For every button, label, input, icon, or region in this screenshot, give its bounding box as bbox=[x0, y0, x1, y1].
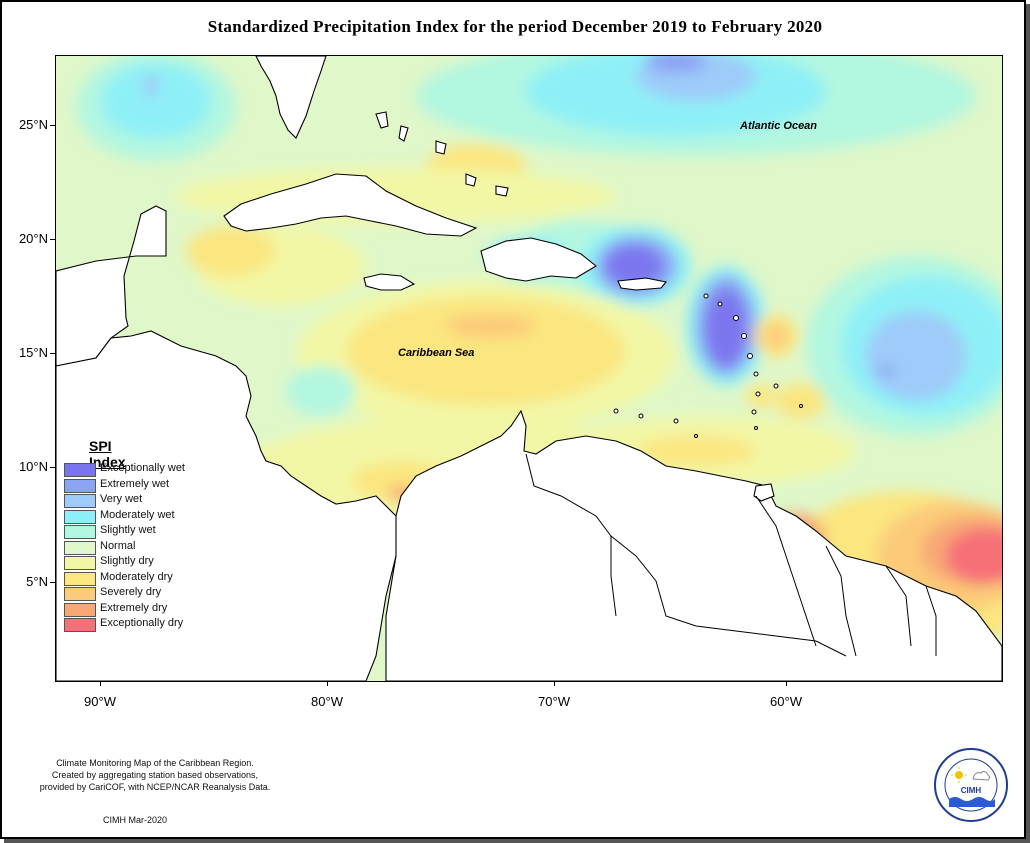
legend-swatch bbox=[64, 509, 96, 524]
legend-label: Extremely wet bbox=[100, 477, 170, 490]
legend-label: Exceptionally dry bbox=[100, 617, 184, 629]
legend-label: Moderately wet bbox=[100, 508, 175, 521]
lat-tickmark bbox=[50, 467, 55, 468]
legend-label: Exceptionally wet bbox=[100, 462, 185, 474]
logo-text: CIMH bbox=[961, 786, 982, 795]
lat-tick-25n: 25°N bbox=[18, 117, 48, 132]
legend-swatch bbox=[64, 556, 96, 570]
lat-tickmark bbox=[50, 239, 55, 240]
legend-label: Slightly dry bbox=[100, 555, 154, 567]
legend-title: SPI Index bbox=[89, 438, 126, 470]
legend-swatch bbox=[64, 478, 96, 493]
lon-tickmark bbox=[786, 681, 787, 686]
credit-text: CIMH Mar-2020 bbox=[103, 815, 168, 825]
footnote-line-1: Climate Monitoring Map of the Caribbean … bbox=[56, 758, 254, 768]
lat-tickmark bbox=[50, 125, 55, 126]
lon-tick-80w: 80°W bbox=[311, 694, 343, 709]
legend-swatch bbox=[64, 618, 96, 632]
legend-swatch bbox=[64, 525, 96, 539]
lat-tick-5n: 5°N bbox=[26, 574, 48, 589]
legend-swatch bbox=[64, 571, 96, 586]
lat-tick-15n: 15°N bbox=[18, 345, 48, 360]
lon-tickmark bbox=[554, 681, 555, 686]
lon-tick-60w: 60°W bbox=[770, 694, 802, 709]
lesser-antilles bbox=[613, 293, 803, 438]
legend-swatch bbox=[64, 587, 96, 601]
lat-tickmark bbox=[50, 353, 55, 354]
legend-label: Normal bbox=[100, 539, 136, 552]
legend-swatch bbox=[64, 602, 96, 617]
land bbox=[56, 56, 1002, 681]
lat-tick-20n: 20°N bbox=[18, 231, 48, 246]
lon-tickmark bbox=[100, 681, 101, 686]
cimh-logo-icon: CIMH bbox=[933, 747, 1009, 823]
lon-tick-70w: 70°W bbox=[538, 694, 570, 709]
caribbean-sea-label: Caribbean Sea bbox=[398, 347, 475, 359]
legend-label: Severely dry bbox=[100, 586, 162, 598]
legend-swatch bbox=[64, 463, 96, 477]
legend-swatch bbox=[64, 540, 96, 555]
legend-label: Very wet bbox=[100, 493, 143, 505]
lat-tick-10n: 10°N bbox=[18, 459, 48, 474]
footnote-line-2: Created by aggregating station based obs… bbox=[51, 770, 259, 780]
legend-label: Slightly wet bbox=[100, 524, 156, 536]
lon-tick-90w: 90°W bbox=[84, 694, 116, 709]
spi-map bbox=[55, 55, 1003, 682]
atlantic-ocean-label: Atlantic Ocean bbox=[740, 120, 818, 132]
footnote-line-3: provided by CariCOF, with NCEP/NCAR Rean… bbox=[39, 782, 271, 792]
map-footnote: Climate Monitoring Map of the Caribbean … bbox=[30, 757, 280, 793]
legend-label: Moderately dry bbox=[100, 570, 173, 583]
lon-tickmark bbox=[327, 681, 328, 686]
legend-label: Extremely dry bbox=[100, 601, 168, 614]
map-title: Standardized Precipitation Index for the… bbox=[207, 17, 823, 36]
borders bbox=[525, 453, 937, 657]
lat-tickmark bbox=[50, 582, 55, 583]
legend-swatch bbox=[64, 494, 96, 508]
